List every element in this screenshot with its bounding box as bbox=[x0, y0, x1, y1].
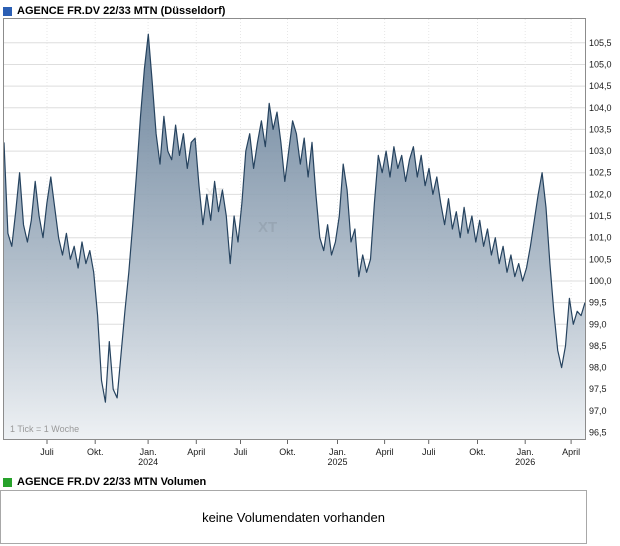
volume-series-icon bbox=[3, 477, 12, 487]
svg-text:Okt.: Okt. bbox=[279, 447, 296, 457]
svg-text:XT: XT bbox=[205, 185, 224, 202]
price-series-icon bbox=[3, 6, 12, 16]
svg-text:97,0: 97,0 bbox=[589, 406, 607, 416]
svg-text:100,0: 100,0 bbox=[589, 276, 612, 286]
svg-text:102,5: 102,5 bbox=[589, 168, 612, 178]
svg-text:103,0: 103,0 bbox=[589, 146, 612, 156]
svg-text:98,5: 98,5 bbox=[589, 341, 607, 351]
svg-text:99,0: 99,0 bbox=[589, 319, 607, 329]
svg-text:Jan.: Jan. bbox=[140, 447, 157, 457]
svg-text:Juli: Juli bbox=[234, 447, 248, 457]
svg-text:104,0: 104,0 bbox=[589, 103, 612, 113]
svg-text:105,0: 105,0 bbox=[589, 60, 612, 70]
svg-text:April: April bbox=[562, 447, 580, 457]
svg-text:96,5: 96,5 bbox=[589, 428, 607, 438]
volume-chart-title: AGENCE FR.DV 22/33 MTN Volumen bbox=[17, 476, 207, 488]
svg-text:97,5: 97,5 bbox=[589, 384, 607, 394]
svg-text:Okt.: Okt. bbox=[469, 447, 486, 457]
svg-text:102,0: 102,0 bbox=[589, 189, 612, 199]
svg-text:98,0: 98,0 bbox=[589, 363, 607, 373]
svg-text:1 Tick = 1 Woche: 1 Tick = 1 Woche bbox=[10, 424, 79, 434]
svg-text:99,5: 99,5 bbox=[589, 298, 607, 308]
svg-text:Okt.: Okt. bbox=[87, 447, 104, 457]
svg-text:2025: 2025 bbox=[327, 457, 347, 467]
price-chart: XT XT 96,5 97,0 97,5 98,0 98,5 99,0 99,5 100,0 100… bbox=[3, 18, 612, 467]
svg-text:Juli: Juli bbox=[40, 447, 54, 457]
svg-text:105,5: 105,5 bbox=[589, 38, 612, 48]
svg-text:103,5: 103,5 bbox=[589, 124, 612, 134]
svg-text:104,5: 104,5 bbox=[589, 81, 612, 91]
svg-text:Jan.: Jan. bbox=[329, 447, 346, 457]
price-chart-title: AGENCE FR.DV 22/33 MTN (Düsseldorf) bbox=[17, 5, 226, 17]
svg-text:Juli: Juli bbox=[422, 447, 436, 457]
price-chart-header: AGENCE FR.DV 22/33 MTN (Düsseldorf) bbox=[0, 0, 620, 18]
svg-text:April: April bbox=[376, 447, 394, 457]
svg-text:Jan.: Jan. bbox=[517, 447, 534, 457]
volume-chart-header: AGENCE FR.DV 22/33 MTN Volumen bbox=[0, 470, 620, 490]
volume-panel: keine Volumendaten vorhanden bbox=[0, 490, 587, 544]
volume-empty-message: keine Volumendaten vorhanden bbox=[202, 509, 385, 525]
svg-text:April: April bbox=[187, 447, 205, 457]
svg-text:101,5: 101,5 bbox=[589, 211, 612, 221]
svg-text:2024: 2024 bbox=[138, 457, 158, 467]
svg-text:XT: XT bbox=[258, 219, 277, 236]
svg-text:101,0: 101,0 bbox=[589, 233, 612, 243]
svg-text:100,5: 100,5 bbox=[589, 254, 612, 264]
svg-text:2026: 2026 bbox=[515, 457, 535, 467]
